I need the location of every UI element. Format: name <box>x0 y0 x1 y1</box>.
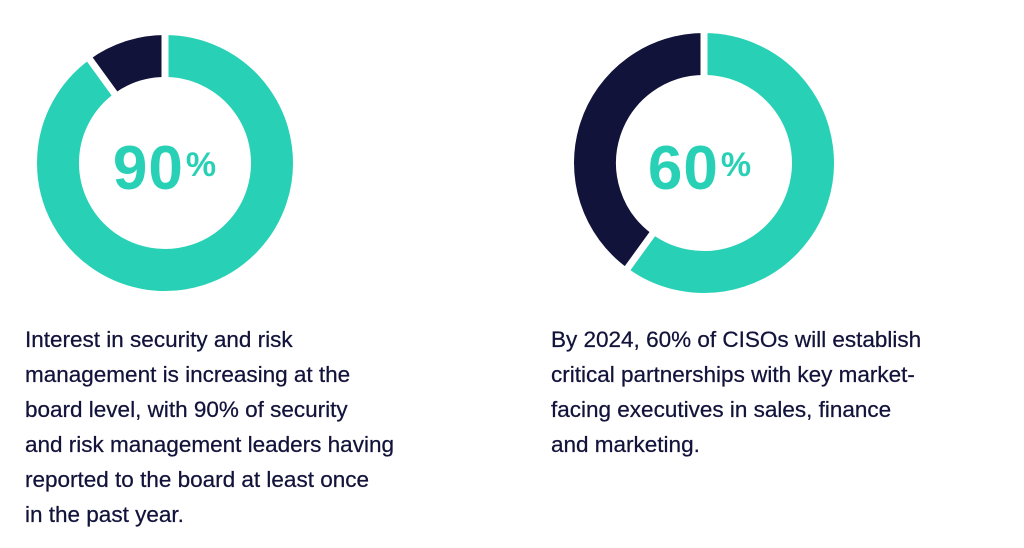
caption-line: critical partnerships with key market- <box>551 362 915 387</box>
caption-line: reported to the board at least once <box>25 467 369 492</box>
donut-chart-90: 90% <box>25 0 305 291</box>
donut-value-percent-sign: % <box>720 146 753 184</box>
donut-slice-gap <box>85 55 119 98</box>
donut-slice-remainder <box>89 35 166 94</box>
caption-line: and risk management leaders having <box>25 432 394 457</box>
caption-line: management is increasing at the <box>25 362 351 387</box>
caption-line: By 2024, 60% of CISOs will establish <box>551 327 922 352</box>
caption-line: and marketing. <box>551 432 700 457</box>
donut-slice-value <box>627 33 834 293</box>
donut-slice-value <box>37 35 293 291</box>
donut-value-number: 90 <box>112 134 184 203</box>
stat-caption-left: Interest in security and risk management… <box>25 322 475 532</box>
caption-line: in the past year. <box>25 502 184 527</box>
caption-line: facing executives in sales, finance <box>551 397 892 422</box>
stat-caption-right: By 2024, 60% of CISOs will establish cri… <box>551 322 1011 462</box>
donut-svg-60 <box>574 31 834 293</box>
donut-value-label: 90% <box>25 138 305 200</box>
donut-svg-90 <box>37 33 293 291</box>
donut-chart-60: 60% <box>550 0 850 293</box>
donut-value-percent-sign: % <box>185 146 218 184</box>
donut-slice-remainder <box>574 33 705 269</box>
caption-line: board level, with 90% of security <box>25 397 348 422</box>
caption-line: Interest in security and risk <box>25 327 293 352</box>
donut-value-label: 60% <box>560 138 840 200</box>
donut-slice-gap <box>623 230 657 272</box>
donut-value-number: 60 <box>647 134 719 203</box>
